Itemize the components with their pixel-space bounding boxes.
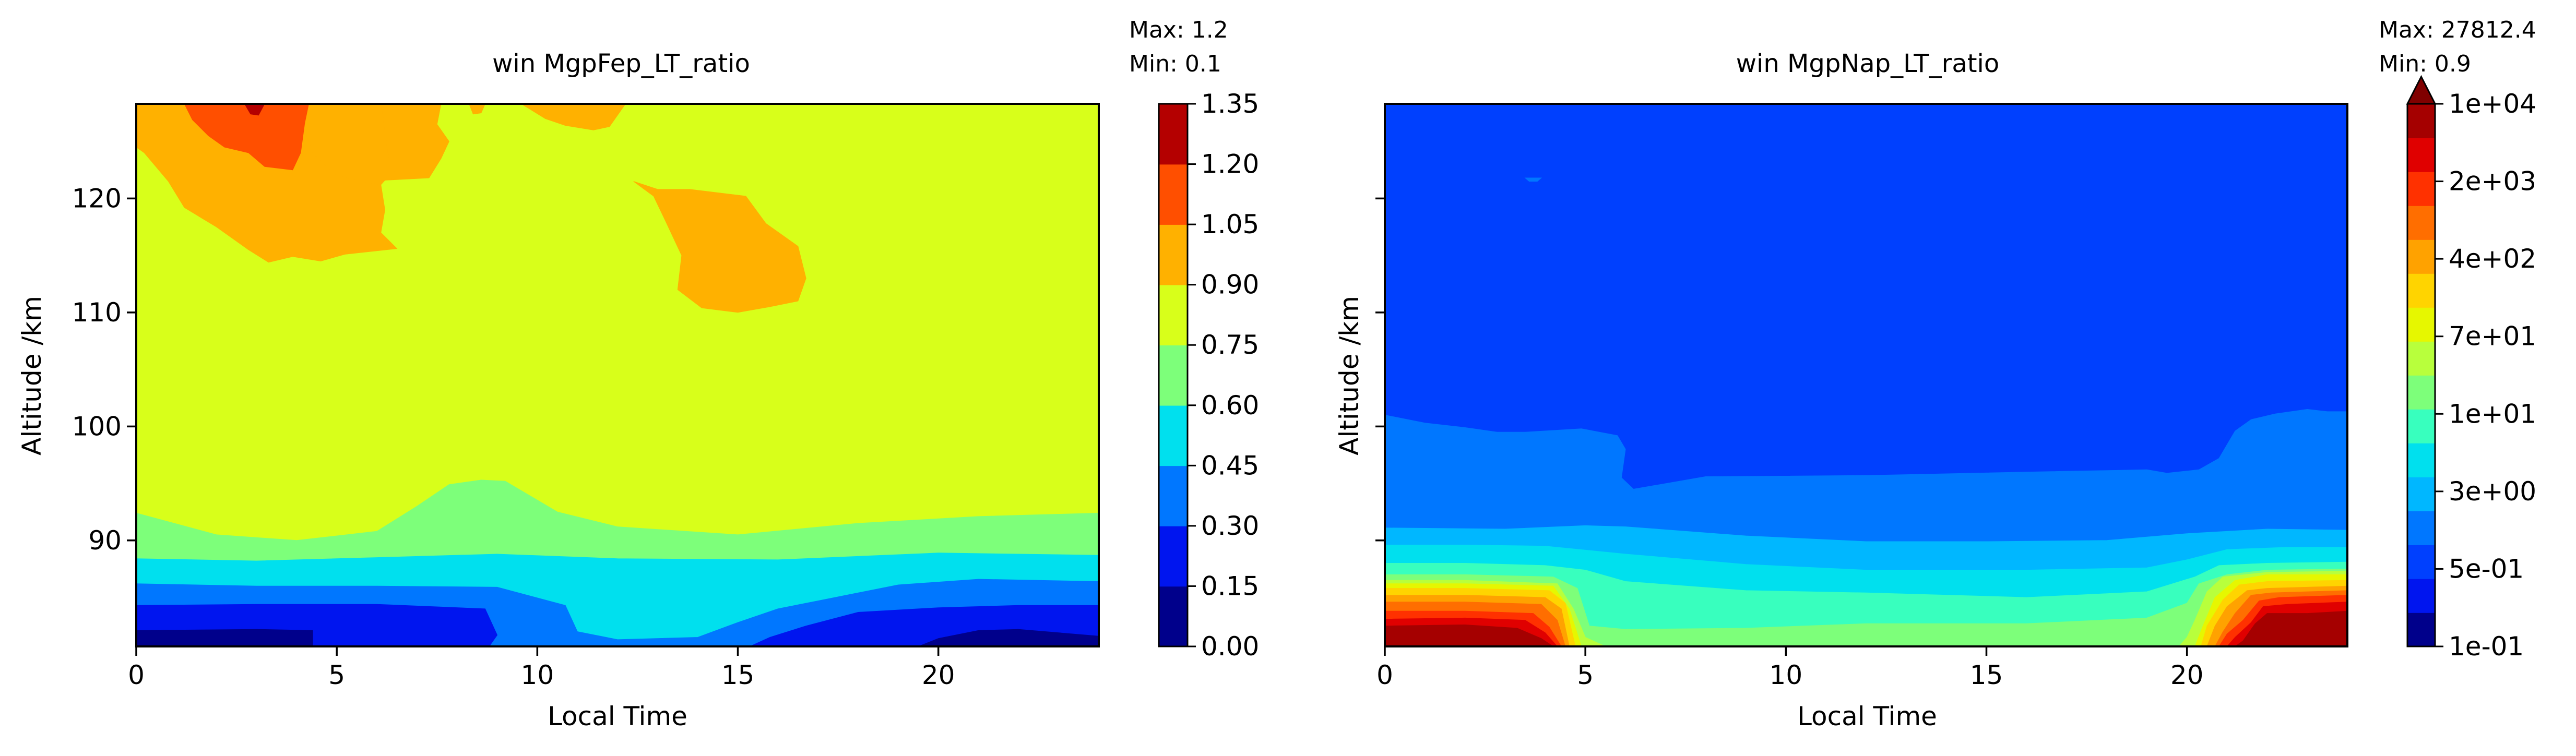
x-tick-label: 0 [1376,660,1393,690]
plot-frame [1384,103,2348,647]
right-contour-panel: win MgpNap_LT_ratio Max: 27812.4 Min: 0.… [1334,17,2536,731]
colorbar-tick-label: 0.30 [1201,511,1259,541]
colorbar-swatch [1159,164,1188,225]
x-tick-label: 20 [922,660,955,690]
x-tick-label: 10 [521,660,554,690]
colorbar-frame [1158,103,1189,647]
colorbar-swatch [2407,613,2435,647]
colorbar-tick-label: 0.60 [1201,390,1259,421]
colorbar-swatch [2407,239,2435,274]
colorbar-swatch [1159,525,1188,587]
colorbar-frame [2406,104,2436,647]
colorbar-tick-label: 4e+02 [2449,244,2536,274]
y-tick-label: 110 [72,297,122,328]
left-plot-area [136,104,1099,646]
colorbar-swatch [2407,104,2435,138]
left-ylabel: Altitude /km [17,296,47,455]
plot-frame [135,103,1100,647]
colorbar-swatch [1159,586,1188,647]
colorbar-swatch [2407,409,2435,443]
colorbar-swatch [2407,273,2435,308]
colorbar-swatch [2407,375,2435,410]
right-colorbar: 1e-01 5e-01 3e+00 1e+01 7e+01 4e+02 2e+03 1e+04 [2406,75,2536,662]
colorbar-swatch [1159,284,1188,346]
colorbar-tick-label: 2e+03 [2449,166,2536,197]
colorbar-swatch [2407,545,2435,579]
colorbar-swatch [1159,224,1188,285]
colorbar-swatch [2407,477,2435,511]
left-plot-title: win MgpFep_LT_ratio [492,49,750,78]
colorbar-tick-label: 3e+00 [2449,476,2536,507]
right-xlabel: Local Time [1797,701,1937,731]
contour-region-14 [184,104,309,171]
contour-region-5 [1385,568,2347,646]
colorbar-swatch [1159,345,1188,406]
left-max-annotation: Max: 1.2 [1129,17,1228,43]
colorbar-swatch [2407,138,2435,172]
right-plot-area [1385,104,2347,646]
y-tick-label: 100 [72,411,122,441]
colorbar-tick-label: 1e+04 [2449,89,2536,119]
x-tick-label: 15 [721,660,755,690]
colorbar-swatch [2407,443,2435,477]
colorbar-tick-label: 1.35 [1201,89,1259,119]
colorbar-tick-label: 0.90 [1201,270,1259,300]
contour-region-12 [520,104,626,130]
x-tick-label: 5 [328,660,345,690]
colorbar-tick-label: 5e-01 [2449,554,2524,584]
contour-region-21 [2235,610,2347,646]
colorbar-swatch [2407,206,2435,240]
contour-region-22 [1524,177,1542,182]
x-tick-label: 0 [128,660,145,690]
colorbar-swatch [1159,104,1188,165]
right-axes: 0 5 10 15 20 [1375,103,2348,690]
right-min-annotation: Min: 0.9 [2379,51,2471,77]
colorbar-tick-label: 0.00 [1201,631,1259,662]
contour-region-15 [244,104,265,116]
contour-region-11 [469,104,485,115]
right-plot-title: win MgpNap_LT_ratio [1736,49,2000,78]
colorbar-tick-label: 0.45 [1201,450,1259,481]
x-tick-label: 10 [1770,660,1803,690]
colorbar-tick-label: 0.15 [1201,571,1259,601]
y-tick-label: 90 [88,525,122,556]
colorbar-tick-label: 7e+01 [2449,321,2536,352]
colorbar-extend-arrow [2406,75,2437,105]
left-colorbar: 0.00 0.15 0.30 0.45 0.60 0.75 0.90 1.05 1.20 1.35 [1158,89,1259,662]
colorbar-tick-label: 1e+01 [2449,399,2536,429]
contour-region-20 [1385,624,1554,646]
right-ylabel: Altitude /km [1334,296,1364,455]
left-xlabel: Local Time [548,701,687,731]
colorbar-tick-label: 1.05 [1201,209,1259,239]
colorbar-swatch [2407,579,2435,613]
left-axes: 0 5 10 15 20 90 100 110 120 [72,103,1100,690]
contour-region-7 [918,629,1099,646]
colorbar-swatch [2407,341,2435,376]
right-max-annotation: Max: 27812.4 [2379,17,2536,43]
colorbar-swatch [2407,172,2435,206]
x-tick-label: 15 [1970,660,2003,690]
colorbar-swatch [2407,511,2435,545]
colorbar-tick-label: 1e-01 [2449,631,2524,662]
y-tick-label: 120 [72,183,122,213]
colorbar-tick-label: 0.75 [1201,330,1259,360]
x-tick-label: 20 [2170,660,2204,690]
colorbar-tick-label: 1.20 [1201,149,1259,179]
x-tick-label: 5 [1577,660,1594,690]
left-min-annotation: Min: 0.1 [1129,51,1221,77]
contour-region-13 [633,181,806,313]
colorbar-swatch [1159,465,1188,526]
contour-region-6 [136,629,313,646]
colorbar-swatch [2407,307,2435,342]
left-contour-panel: win MgpFep_LT_ratio Max: 1.2 Min: 0.1 0 5… [17,17,1259,731]
contour-region-10 [381,104,449,181]
colorbar-swatch [1159,405,1188,466]
